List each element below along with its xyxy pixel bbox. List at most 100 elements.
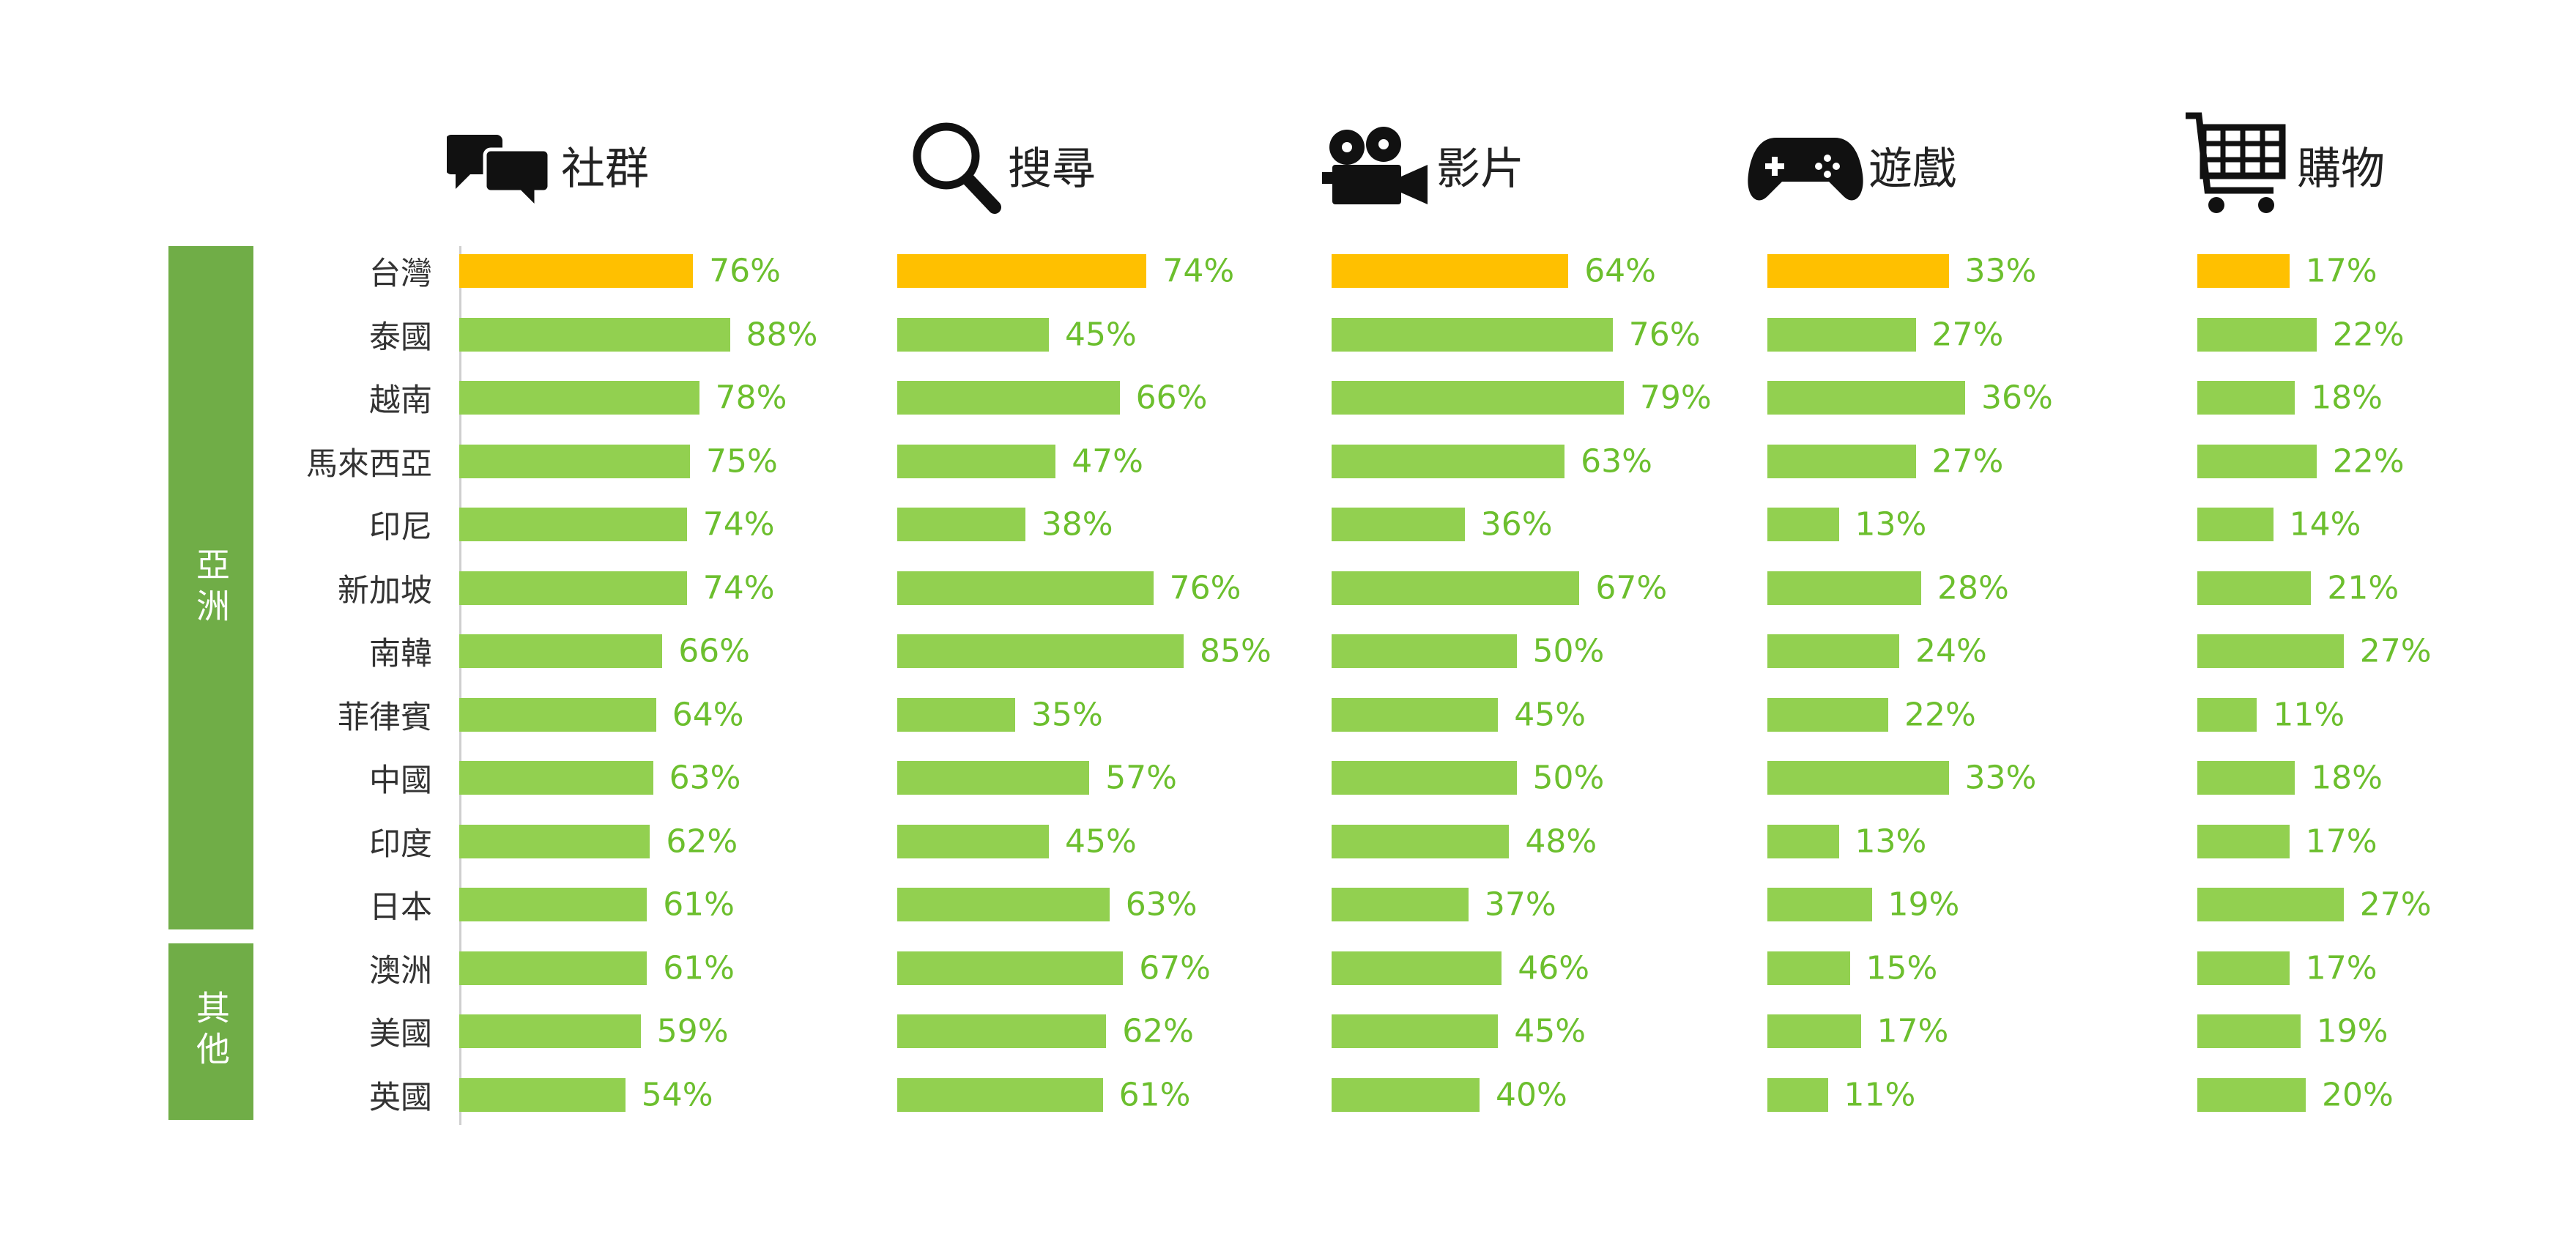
bar-video [1332, 254, 1569, 288]
value-label-search: 76% [1169, 569, 1241, 606]
bar-games [1767, 761, 1949, 795]
region-other-bar: 其他 [168, 943, 253, 1120]
bar-video [1332, 634, 1517, 668]
value-label-social: 78% [715, 379, 787, 417]
bar-shopping [2197, 888, 2344, 921]
bar-games [1767, 634, 1899, 668]
value-label-shopping: 14% [2289, 505, 2361, 543]
bar-shopping [2197, 1077, 2306, 1112]
value-label-video: 79% [1639, 379, 1712, 417]
country-label: 澳洲 [369, 952, 432, 990]
value-label-search: 67% [1139, 949, 1211, 987]
bar-social [459, 1077, 626, 1112]
header-social: 社群 [447, 110, 649, 220]
country-label: 馬來西亞 [306, 445, 432, 483]
value-label-search: 62% [1122, 1012, 1194, 1050]
bar-games [1767, 824, 1839, 858]
value-label-games: 33% [1964, 252, 2037, 290]
bar-social [459, 761, 653, 795]
value-label-shopping: 21% [2327, 569, 2399, 606]
value-label-social: 88% [746, 316, 818, 353]
country-label: 越南 [369, 382, 432, 419]
header-search-title: 搜尋 [1008, 143, 1096, 195]
value-label-video: 76% [1628, 316, 1701, 353]
bar-video [1332, 697, 1499, 732]
header-search: 搜尋 [908, 110, 1096, 220]
bar-video [1332, 508, 1465, 541]
value-label-social: 61% [663, 949, 735, 987]
bar-social [459, 1014, 641, 1048]
bar-social [459, 508, 687, 541]
bar-games [1767, 381, 1965, 415]
value-label-social: 59% [656, 1012, 729, 1050]
value-label-shopping: 17% [2305, 823, 2378, 860]
bar-search [897, 254, 1147, 288]
value-label-video: 46% [1518, 949, 1590, 987]
bar-search [897, 1077, 1103, 1112]
value-label-video: 67% [1595, 569, 1668, 606]
value-label-games: 15% [1866, 949, 1938, 987]
bar-shopping [2197, 508, 2274, 541]
bar-social [459, 824, 650, 858]
value-label-games: 11% [1844, 1076, 1916, 1113]
bar-games [1767, 444, 1916, 478]
value-label-search: 57% [1105, 759, 1177, 797]
value-label-games: 27% [1931, 442, 2004, 480]
bar-search [897, 951, 1124, 985]
value-label-search: 66% [1135, 379, 1208, 417]
bar-search [897, 697, 1015, 732]
country-label: 印尼 [369, 509, 432, 546]
bar-search [897, 571, 1154, 605]
bar-games [1767, 508, 1839, 541]
bar-search [897, 634, 1184, 668]
bar-shopping [2197, 1014, 2301, 1048]
value-label-shopping: 17% [2305, 949, 2378, 987]
bar-games [1767, 888, 1872, 921]
value-label-shopping: 18% [2311, 759, 2383, 797]
bar-video [1332, 571, 1580, 605]
bar-shopping [2197, 697, 2257, 732]
header-games: 遊戲 [1747, 110, 1956, 220]
bar-games [1767, 571, 1921, 605]
value-label-social: 61% [663, 886, 735, 924]
value-label-social: 76% [709, 252, 781, 290]
header-social-title: 社群 [561, 143, 649, 195]
bar-games [1767, 697, 1888, 732]
bar-shopping [2197, 761, 2295, 795]
value-label-search: 45% [1065, 316, 1137, 353]
bar-search [897, 824, 1049, 858]
bar-search [897, 444, 1056, 478]
bar-shopping [2197, 444, 2317, 478]
value-label-social: 63% [669, 759, 741, 797]
bar-games [1767, 317, 1916, 352]
value-label-video: 36% [1480, 505, 1553, 543]
value-label-games: 22% [1904, 696, 1976, 733]
bar-games [1767, 1014, 1861, 1048]
bar-shopping [2197, 381, 2295, 415]
bar-games [1767, 254, 1949, 288]
header-shopping: 購物 [2183, 110, 2385, 220]
value-label-search: 45% [1065, 823, 1137, 860]
bar-social [459, 381, 699, 415]
header-video: 影片 [1322, 110, 1524, 220]
gamepad-icon [1748, 138, 1863, 201]
bar-social [459, 571, 687, 605]
value-label-video: 50% [1532, 759, 1605, 797]
country-label: 日本 [369, 889, 432, 926]
country-label: 菲律賓 [338, 699, 432, 736]
region-asia-bar: 亞洲 [168, 246, 253, 929]
bar-social [459, 951, 647, 985]
bar-video [1332, 1077, 1480, 1112]
value-label-games: 24% [1915, 632, 1987, 670]
value-label-video: 48% [1525, 823, 1597, 860]
value-label-social: 62% [666, 823, 738, 860]
value-label-search: 35% [1031, 696, 1103, 733]
value-label-games: 19% [1888, 886, 1960, 924]
value-label-video: 50% [1532, 632, 1605, 670]
value-label-games: 17% [1877, 1012, 1949, 1050]
value-label-games: 36% [1981, 379, 2053, 417]
value-label-search: 85% [1200, 632, 1272, 670]
bar-shopping [2197, 317, 2317, 352]
country-label: 泰國 [369, 319, 432, 356]
value-label-search: 47% [1072, 442, 1143, 480]
